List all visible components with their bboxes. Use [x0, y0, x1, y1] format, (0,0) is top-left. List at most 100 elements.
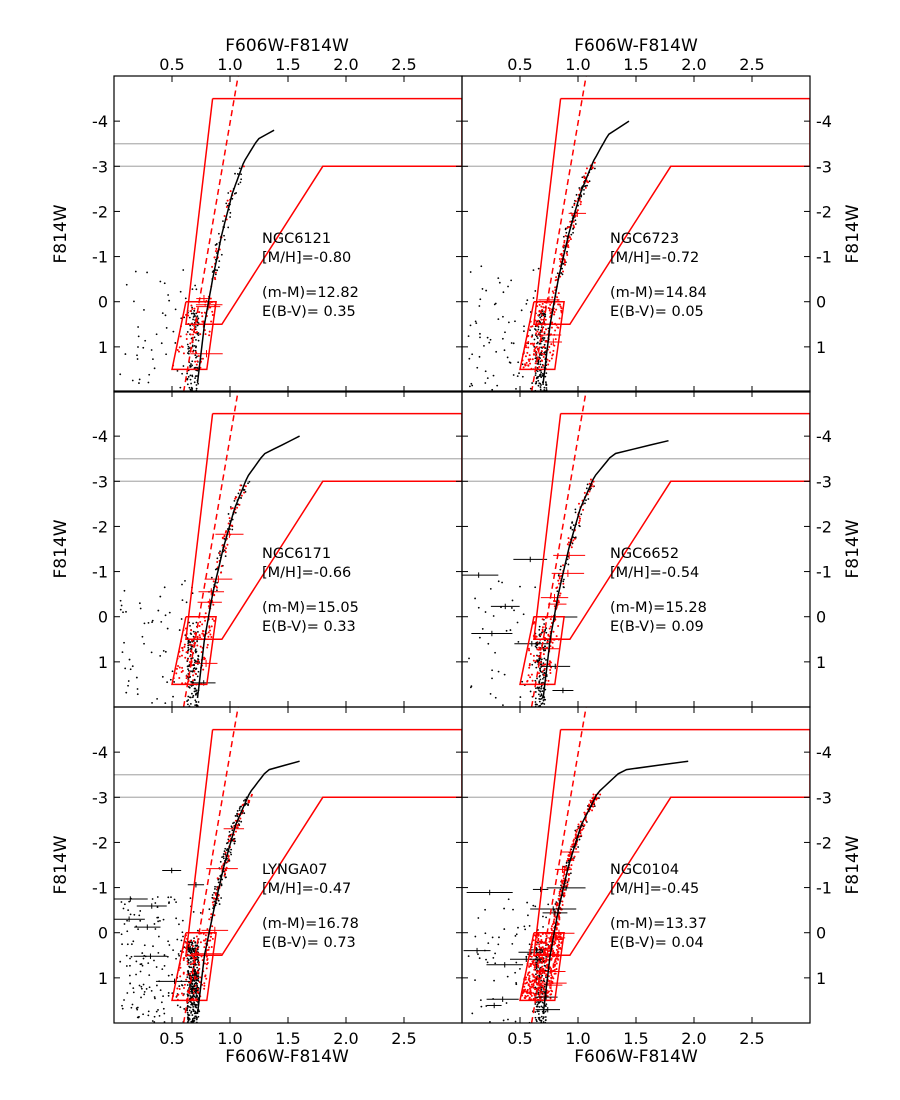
star-point — [125, 954, 128, 957]
selected-star-point — [541, 965, 544, 968]
star-point — [583, 189, 585, 191]
star-point — [197, 631, 199, 633]
star-point — [187, 394, 189, 396]
bottom-left-reddening: E(B-V)= 0.73 — [262, 935, 356, 951]
star-point — [160, 620, 163, 623]
star-point — [163, 586, 166, 589]
selected-star-point — [193, 670, 196, 673]
star-point — [536, 956, 538, 959]
star-point — [220, 253, 223, 256]
star-point — [535, 335, 538, 338]
star-point — [578, 524, 581, 527]
star-point — [189, 374, 192, 377]
bottom-right-y-tick-label: -3 — [816, 788, 832, 807]
star-point — [138, 382, 140, 384]
selected-star-point — [194, 672, 197, 675]
middle-right-reddening: E(B-V)= 0.09 — [610, 619, 704, 635]
star-point — [540, 376, 543, 379]
selected-star-point — [238, 503, 241, 506]
star-point — [538, 974, 541, 977]
star-point — [187, 394, 189, 396]
selected-star-point — [537, 939, 540, 942]
star-point — [536, 644, 538, 646]
bottom-left-lower-selection-box — [171, 931, 217, 1002]
star-point — [542, 646, 545, 649]
star-point — [540, 366, 543, 369]
star-point — [197, 1024, 199, 1026]
selected-star-point — [545, 960, 548, 963]
selected-star-point — [204, 974, 207, 977]
selected-star-point — [536, 330, 539, 333]
selected-star-point — [201, 320, 204, 323]
star-point — [559, 568, 562, 571]
star-point — [506, 975, 509, 978]
star-point — [119, 608, 122, 611]
selected-star-point — [186, 973, 189, 976]
selected-star-point — [546, 963, 549, 966]
star-point — [539, 316, 542, 319]
star-point — [539, 658, 541, 660]
selected-star-point — [549, 661, 552, 664]
selected-star-point — [198, 961, 201, 964]
selected-star-point — [543, 346, 546, 349]
star-point — [188, 316, 191, 319]
star-point — [227, 838, 230, 841]
star-point — [538, 641, 541, 644]
selected-star-point — [535, 332, 538, 335]
star-point — [537, 393, 539, 395]
top-left-y-tick-label: 0 — [98, 293, 108, 312]
selected-star-point — [573, 537, 576, 540]
star-point — [535, 666, 538, 669]
selected-star-point — [558, 582, 561, 585]
selected-star-point — [534, 347, 537, 350]
star-point — [157, 1009, 159, 1011]
selected-star-point — [180, 654, 183, 657]
bottom-left-y-tick-label: -3 — [92, 788, 108, 807]
star-point — [130, 943, 133, 946]
star-point — [140, 996, 142, 999]
star-point — [536, 1025, 538, 1027]
star-point — [528, 943, 531, 946]
star-point — [156, 984, 158, 987]
star-point — [168, 944, 171, 946]
selected-star-point — [232, 839, 235, 842]
star-point — [220, 897, 223, 899]
star-point — [193, 690, 196, 693]
selected-star-point — [562, 564, 565, 567]
selected-star-point — [575, 847, 578, 850]
selected-star-point — [191, 945, 194, 948]
star-point — [163, 282, 166, 285]
selected-star-point — [558, 890, 561, 893]
star-point — [157, 952, 160, 954]
star-point — [213, 900, 216, 903]
star-point — [519, 696, 522, 698]
star-point — [494, 962, 497, 965]
star-point — [189, 696, 192, 699]
star-point — [231, 826, 233, 829]
star-point — [487, 942, 490, 945]
star-point — [198, 661, 200, 663]
selected-star-point — [188, 643, 191, 646]
star-point — [229, 216, 231, 218]
bottom-right-metallicity: [M/H]=-0.45 — [610, 881, 699, 897]
star-point — [539, 393, 541, 395]
star-point — [191, 393, 193, 395]
middle-right-metallicity: [M/H]=-0.54 — [610, 565, 699, 581]
selected-star-point — [545, 646, 548, 649]
selected-star-point — [176, 987, 179, 990]
selected-star-point — [569, 220, 572, 223]
star-point — [195, 338, 197, 341]
star-point — [585, 821, 588, 823]
star-point — [571, 846, 574, 848]
star-point — [537, 379, 540, 382]
selected-star-point — [581, 828, 584, 831]
star-point — [536, 1010, 539, 1013]
selected-star-point — [204, 333, 207, 336]
selected-star-point — [183, 643, 186, 646]
bottom-right-bottom-x-tick-label: 2.0 — [681, 1029, 706, 1048]
star-point — [159, 655, 162, 657]
star-point — [121, 651, 124, 654]
selected-star-point — [535, 345, 538, 348]
star-point — [545, 394, 547, 396]
star-point — [545, 916, 548, 919]
